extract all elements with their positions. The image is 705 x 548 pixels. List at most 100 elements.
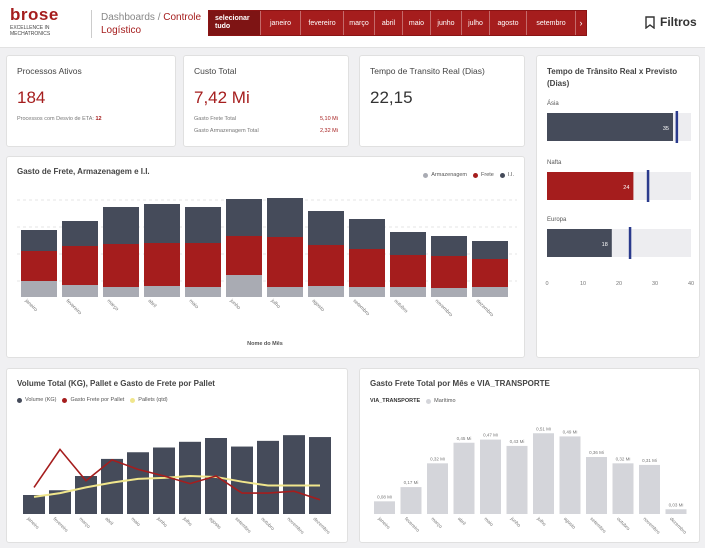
kpi-custo-title: Custo Total <box>194 66 237 76</box>
gasto-bar-segment <box>349 287 385 297</box>
transit-bar <box>547 113 673 141</box>
gasto-bar-segment <box>21 230 57 251</box>
via-legend: VIA_TRANSPORTE Marítimo <box>370 398 456 404</box>
gasto-x-tick: outubro <box>393 298 409 314</box>
volume-bar <box>153 447 175 514</box>
volume-legend: Volume (KG) Gasto Frete por Pallet Palle… <box>11 397 168 403</box>
via-x-tick: dezembro <box>668 516 688 536</box>
kpi-custo-row-label: Gasto Frete Total <box>194 116 237 122</box>
via-bar <box>533 433 554 514</box>
gasto-bar-segment <box>267 237 303 287</box>
gasto-legend: Armazenagem Frete I.I. <box>417 172 514 178</box>
legend-item[interactable]: Pallets (qtd) <box>138 397 168 403</box>
legend-item[interactable]: Gasto Frete por Pallet <box>70 397 125 403</box>
month-slicer-option[interactable]: abril <box>375 11 403 35</box>
kpi-custo-row-label: Gasto Armazenagem Total <box>194 128 259 134</box>
kpi-processos-title: Processos Ativos <box>17 66 82 76</box>
via-chart: 0,08 Mi janeiro 0,17 Mi fevereiro 0,32 Mi mar… <box>374 426 688 536</box>
logo-name: brose <box>10 5 59 24</box>
via-data-label: 0,03 Mi <box>669 502 684 507</box>
gasto-chart-title: Gasto de Frete, Armazenagem e I.I. <box>17 167 150 176</box>
gasto-bar-segment <box>431 256 467 288</box>
legend-item[interactable]: Frete <box>481 172 494 178</box>
volume-bar <box>49 490 71 514</box>
gasto-bar-segment <box>62 221 98 246</box>
via-legend-title: VIA_TRANSPORTE <box>370 398 421 404</box>
volume-chart: janeiro fevereiro março abril maio junho julho… <box>23 435 332 536</box>
transit-axis-tick: 20 <box>616 281 622 287</box>
transit-axis-tick: 40 <box>688 281 694 287</box>
transit-axis-tick: 10 <box>580 281 586 287</box>
volume-bar <box>309 437 331 514</box>
volume-bar <box>101 458 123 514</box>
breadcrumb-parent[interactable]: Dashboards <box>101 12 155 23</box>
gasto-bar-segment <box>390 287 426 297</box>
gasto-bar-segment <box>103 287 139 297</box>
via-data-label: 0,45 Mi <box>457 436 472 441</box>
gasto-bar-segment <box>267 198 303 237</box>
volume-x-tick: novembro <box>286 516 306 536</box>
gasto-x-tick: junho <box>228 297 242 311</box>
via-data-label: 0,32 Mi <box>430 456 445 461</box>
via-bar <box>586 457 607 514</box>
legend-item[interactable]: Armazenagem <box>431 172 468 178</box>
via-bar <box>453 442 475 514</box>
via-x-tick: maio <box>483 516 495 528</box>
transit-bar-value: 24 <box>623 185 629 191</box>
via-bar <box>612 463 634 514</box>
via-data-label: 0,43 Mi <box>510 439 525 444</box>
month-slicer-option[interactable]: março <box>344 11 375 35</box>
gasto-bar-segment <box>472 287 508 297</box>
via-x-tick: novembro <box>642 516 662 536</box>
transit-chart: Ásia 35 Nafta 24 Europa 18 0 10 20 30 40 <box>545 100 694 287</box>
month-slicer-option[interactable]: junho <box>431 11 462 35</box>
month-slicer-option[interactable]: agosto <box>490 11 527 35</box>
filters-button[interactable]: Filtros <box>645 15 697 29</box>
month-slicer-option[interactable]: fevereiro <box>301 11 344 35</box>
volume-bar <box>179 441 201 514</box>
gasto-x-tick: agosto <box>311 298 326 313</box>
gasto-chart: janeiro fevereiro março abril maio junho julho… <box>17 198 517 347</box>
month-slicer-next-button[interactable]: › <box>579 18 583 28</box>
via-bar <box>427 463 448 514</box>
month-slicer-option[interactable]: janeiro <box>261 11 301 35</box>
transit-bar-value: 35 <box>663 126 669 132</box>
gasto-bar-segment <box>390 232 426 255</box>
gasto-pallet-line <box>33 448 321 501</box>
gasto-bar-segment <box>185 243 221 287</box>
gasto-bar-segment <box>144 204 180 243</box>
via-bar <box>480 439 501 514</box>
kpi-processos-sub-label: Processos com Desvio de ETA: <box>17 116 94 122</box>
gasto-bar-segment <box>349 249 385 287</box>
gasto-bar-segment <box>21 251 57 281</box>
gasto-bar-segment <box>308 245 344 286</box>
via-bar <box>374 501 395 514</box>
kpi-transito-title: Tempo de Transito Real (Dias) <box>370 66 485 76</box>
volume-x-tick: dezembro <box>312 516 332 536</box>
via-x-tick: setembro <box>589 516 608 535</box>
month-slicer-option[interactable]: julho <box>462 11 490 35</box>
gasto-bar-segment <box>472 259 508 287</box>
logo-tagline: EXCELLENCE IN MECHATRONICS <box>10 25 51 37</box>
via-data-label: 0,31 Mi <box>642 458 657 463</box>
legend-item[interactable]: I.I. <box>507 172 514 178</box>
transit-chart-card: Tempo de Trânsito Real x Previsto (Dias)… <box>536 55 700 358</box>
volume-x-tick: abril <box>104 516 115 527</box>
month-slicer-option[interactable]: setembro <box>527 11 576 35</box>
brand-logo: brose EXCELLENCE IN MECHATRONICS <box>10 6 80 37</box>
kpi-custo-row-value: 2,32 Mi <box>319 128 338 134</box>
volume-chart-title: Volume Total (KG), Pallet e Gasto de Fre… <box>17 379 215 388</box>
legend-item[interactable]: Volume (KG) <box>25 397 57 403</box>
month-slicer-option[interactable]: maio <box>403 11 431 35</box>
gasto-bar-segment <box>144 243 180 286</box>
legend-item[interactable]: Marítimo <box>434 398 456 404</box>
transit-chart-title: Tempo de Trânsito Real x Previsto (Dias) <box>547 67 678 88</box>
gasto-x-tick: março <box>106 298 120 312</box>
gasto-x-tick: dezembro <box>475 298 495 318</box>
volume-x-tick: junho <box>155 515 168 528</box>
gasto-x-tick: abril <box>147 298 158 309</box>
gasto-bar-segment <box>226 275 262 297</box>
gasto-x-tick: janeiro <box>23 297 39 313</box>
month-slicer-option[interactable]: selecionar tudo <box>209 11 261 35</box>
legend-dot <box>499 172 505 178</box>
